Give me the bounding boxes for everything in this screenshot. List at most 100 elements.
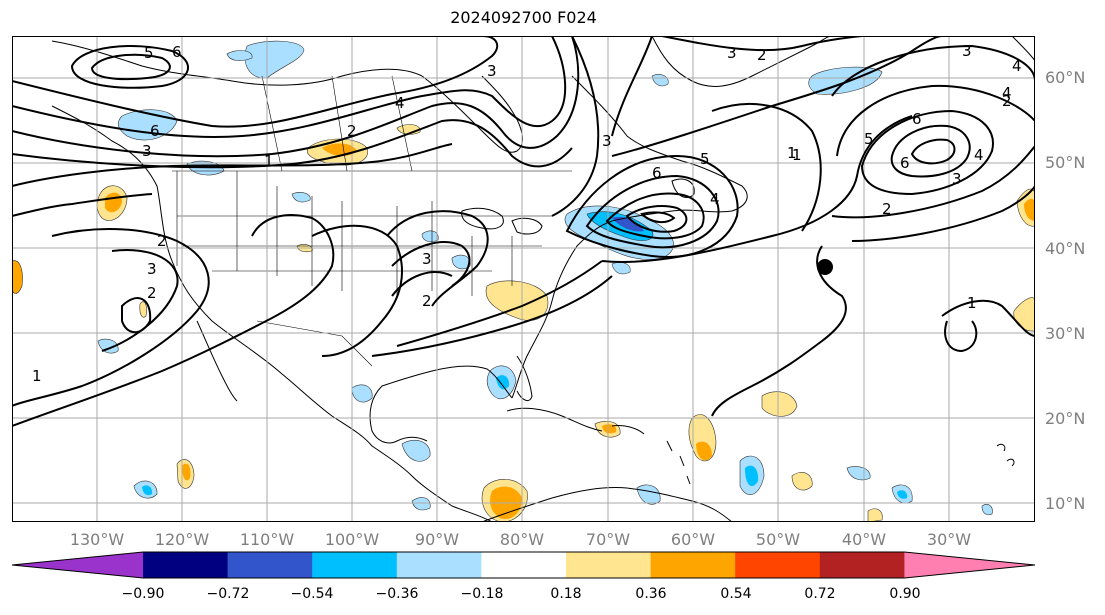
lon-label: 80°W [499,530,545,549]
contour-label: 3 [142,142,152,160]
contour-label: 3 [147,260,157,278]
colorbar-segment [650,552,736,578]
anomaly-blob [981,504,993,516]
contour-label: 6 [652,164,662,182]
colorbar-segment [819,552,905,578]
colorbar-segment [227,552,313,578]
colorbar-tick: 0.54 [720,586,752,602]
contour-label: 1 [32,367,42,385]
anomaly-blob [1013,297,1035,332]
contour-label: 6 [150,122,160,140]
anomaly-blob [602,424,617,434]
graticule [12,36,1035,522]
colorbar-segment [396,552,482,578]
contour-label: 1 [787,144,797,162]
anomaly-blob [696,441,712,461]
contour-label: 5 [700,150,710,168]
contour-label: 2 [882,200,892,218]
colorbar-tick: −0.72 [206,586,250,602]
anomaly-blob [291,192,311,203]
anomaly-blob [97,338,119,354]
lat-label: 40°N [1045,239,1086,258]
lon-label: 30°W [926,530,972,549]
colorbar-segment [566,552,652,578]
lon-label: 90°W [414,530,460,549]
anomaly-blob [401,440,431,462]
anomaly-blob [846,466,871,481]
anomaly-blob [244,40,305,79]
anomaly-blob [651,74,669,87]
lon-label: 120°W [154,530,210,549]
anomaly-blob [496,375,510,390]
lat-label: 20°N [1045,409,1086,428]
contour-label: 5 [144,44,154,62]
contour-label: 2 [422,292,432,310]
contour-label: 3 [962,42,972,60]
lon-label: 70°W [585,530,631,549]
lat-label: 30°N [1045,324,1086,343]
contour-label: 3 [952,170,962,188]
colorbar-outline [11,551,1036,579]
anomaly-blob [142,485,153,496]
contour-label: 2 [157,232,167,250]
contour-label: 5 [864,130,874,148]
contour-label: 6 [912,110,922,128]
colorbar-tick: 0.90 [889,586,921,602]
contour-label: 2 [147,284,157,302]
colorbar-tick: −0.18 [460,586,504,602]
colorbar-segment [312,552,398,578]
colorbar [11,551,1036,579]
contour-label: 6 [900,154,910,172]
contour-label: 4 [974,146,984,164]
anomaly-blob [636,484,661,505]
colorbar-segment [143,552,229,578]
lat-label: 50°N [1045,153,1086,172]
colorbar-segment [481,552,567,578]
contour-label: 3 [487,62,497,80]
anomaly-blob [1024,198,1035,221]
contour-label: 4 [395,94,405,112]
anomaly-blob [351,384,373,403]
colorbar-tick: 0.36 [635,586,667,602]
colorbar-tick: −0.54 [290,586,334,602]
lon-label: 130°W [69,530,125,549]
anomaly-blob [226,50,253,61]
anomaly-blob [411,497,431,511]
contour-label: 2 [1002,92,1012,110]
contour-label: 4 [710,190,720,208]
anomaly-blob [12,260,23,294]
anomaly-blob [421,230,439,243]
lon-label: 110°W [239,530,295,549]
colorbar-tick: −0.90 [121,586,165,602]
colorbar-tick: 0.72 [804,586,836,602]
lat-label: 10°N [1045,494,1086,513]
lon-label: 50°W [755,530,801,549]
contour-label: 2 [757,46,767,64]
coastlines [51,36,1035,522]
contour-label: 1 [967,294,977,312]
colorbar-tick: 0.18 [550,586,582,602]
contour-label: 1 [792,146,802,164]
contour-label: 3 [602,132,612,150]
anomaly-blob [791,472,813,491]
contour-label: 2 [347,122,357,140]
contour-label-group: 5 6 4 6 3 2 1 3 2 3 3 2 1 5 6 4 3 2 2 3 … [32,42,1022,385]
anomaly-blob [761,391,798,417]
contour-label: 4 [1012,57,1022,75]
anomaly-blob [182,463,191,481]
lat-label: 60°N [1045,68,1086,87]
anomaly-blob [745,465,759,487]
contour-label: 3 [727,44,737,62]
lon-label: 60°W [670,530,716,549]
map-plot-area: 5 6 4 6 3 2 1 3 2 3 3 2 1 5 6 4 3 2 2 3 … [12,36,1035,522]
colorbar-tick: −0.36 [375,586,419,602]
anomaly-shading [12,40,1035,522]
lon-label: 100°W [324,530,380,549]
colorbar-segment [735,552,821,578]
contour-label: 3 [422,250,432,268]
anomaly-blob [612,216,644,232]
contour-label: 6 [172,43,182,61]
contour-label: 1 [264,152,274,170]
contour-label: 4 [1002,84,1012,102]
map-title: 2024092700 F024 [450,8,597,27]
